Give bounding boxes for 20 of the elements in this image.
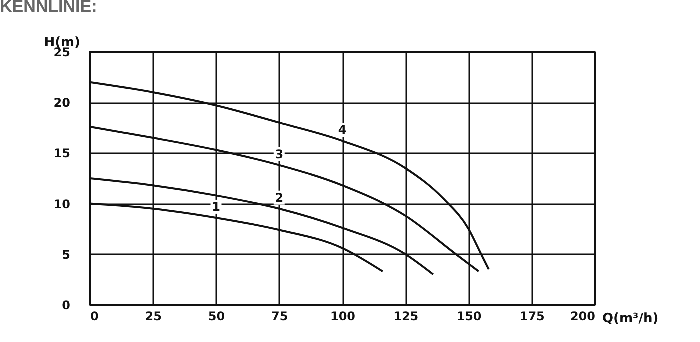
- x-tick-label: 200: [570, 310, 596, 324]
- x-tick-label: 75: [272, 310, 288, 324]
- y-tick-label: 20: [54, 96, 70, 110]
- y-tick-label: 15: [54, 146, 70, 161]
- y-tick-label: 5: [62, 248, 70, 262]
- x-tick-label: 100: [330, 310, 356, 324]
- x-tick-label: 150: [456, 310, 482, 324]
- chart-title: KENNLINIE:: [0, 0, 98, 16]
- x-tick-label: 125: [394, 310, 419, 324]
- series-label: 3: [275, 147, 284, 162]
- series-label: 2: [275, 190, 284, 205]
- x-tick-label: 175: [520, 310, 545, 324]
- y-tick-label: 0: [62, 298, 70, 312]
- x-axis-title: Q(m³/h): [602, 312, 659, 326]
- y-tick-label: 10: [54, 197, 70, 212]
- x-tick-label: 0: [90, 310, 99, 324]
- series-label: 1: [212, 200, 220, 214]
- series-label: 4: [338, 123, 347, 138]
- x-tick-label: 25: [145, 310, 162, 324]
- x-tick-label: 50: [208, 310, 226, 324]
